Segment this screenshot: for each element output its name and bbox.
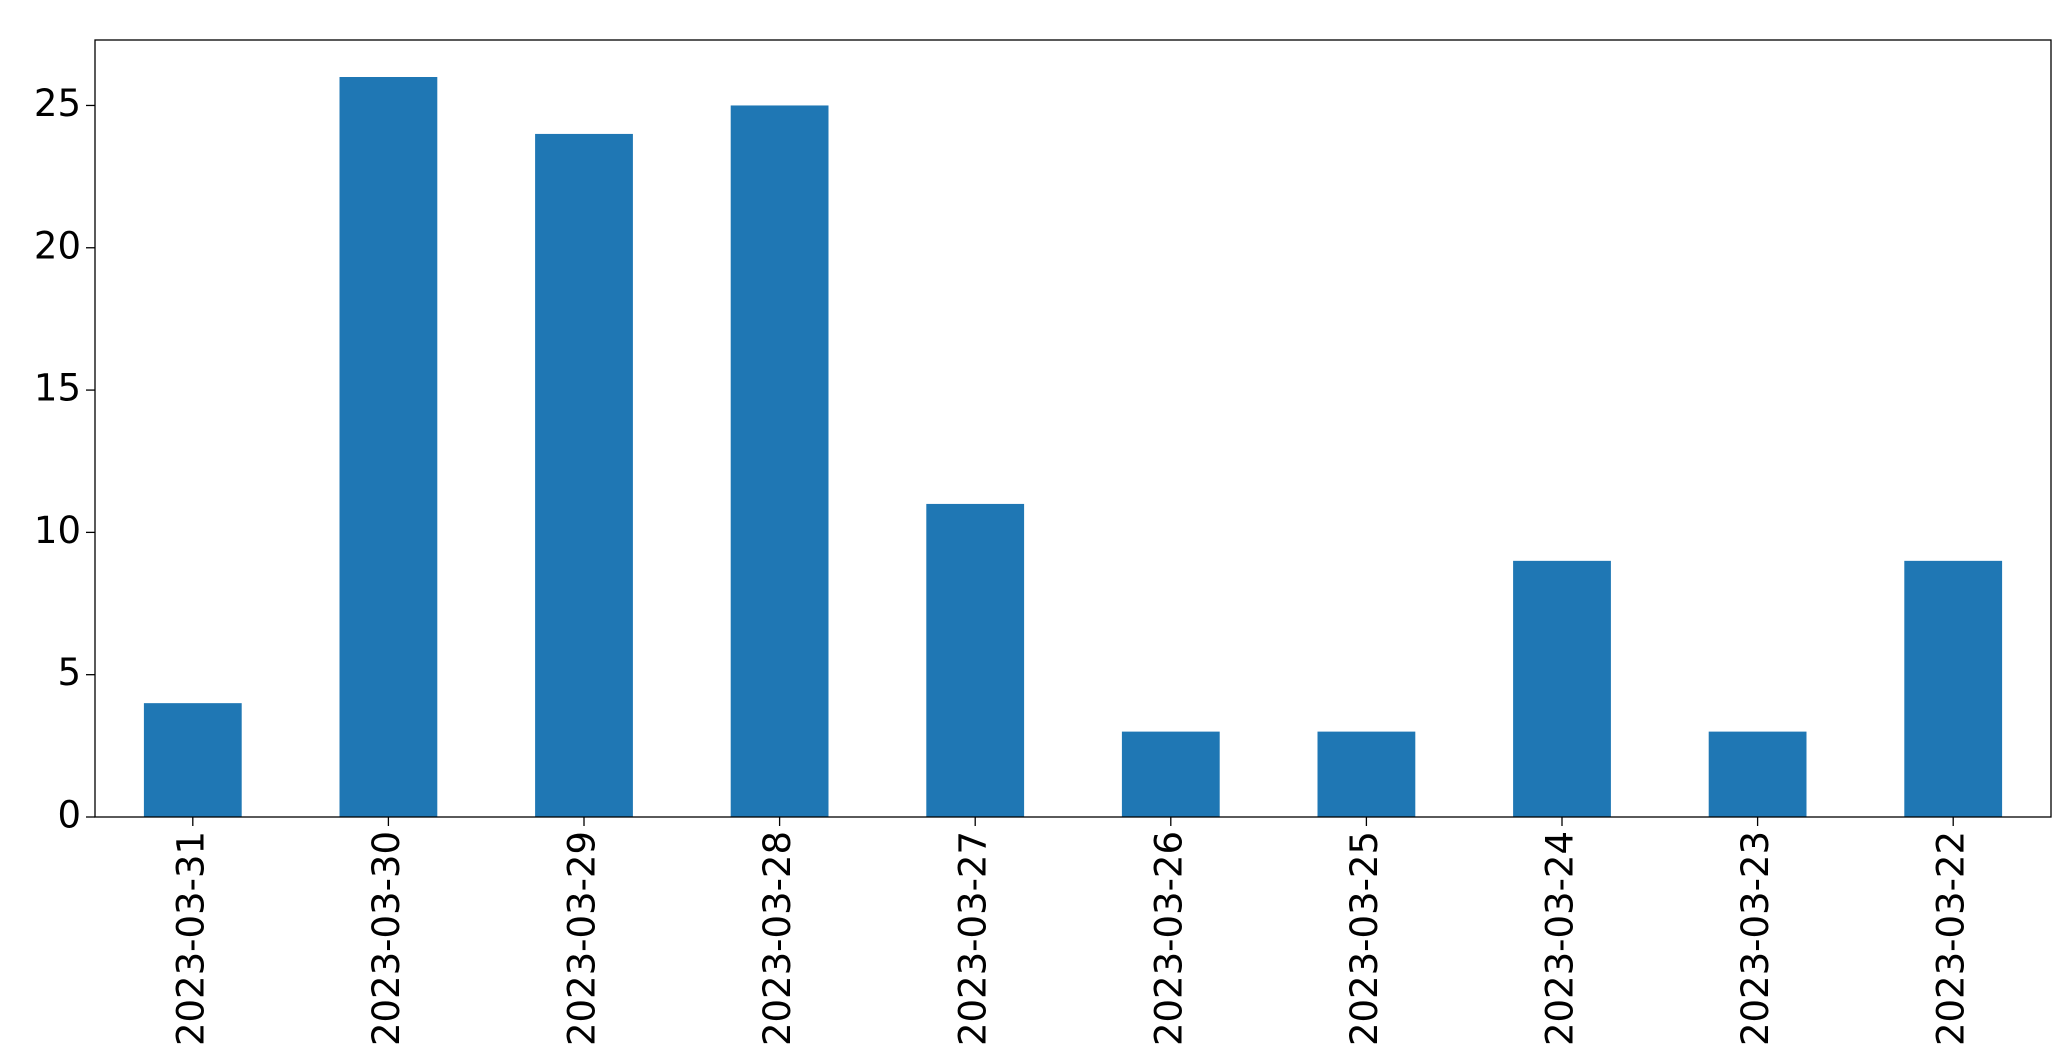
x-tick-label: 2023-03-31 <box>169 831 212 1046</box>
bar <box>339 77 438 817</box>
y-tick-label: 20 <box>34 224 81 267</box>
bar <box>1121 731 1220 817</box>
x-tick-label: 2023-03-30 <box>365 831 408 1046</box>
y-tick-label: 10 <box>34 509 81 552</box>
x-tick-label: 2023-03-22 <box>1930 831 1973 1046</box>
bar <box>1513 560 1611 817</box>
x-tick-label: 2023-03-26 <box>1147 831 1190 1046</box>
y-tick-label: 25 <box>34 82 81 125</box>
plot-frame <box>94 39 2052 818</box>
x-tick-label: 2023-03-23 <box>1734 831 1777 1046</box>
bar <box>1904 560 2003 817</box>
bar <box>730 105 829 817</box>
x-tick-label: 2023-03-24 <box>1539 831 1582 1046</box>
x-tick-label: 2023-03-29 <box>561 831 604 1046</box>
bar <box>535 133 633 817</box>
bar <box>1317 731 1416 817</box>
x-tick-label: 2023-03-25 <box>1343 831 1386 1046</box>
bar <box>926 503 1025 817</box>
bar <box>143 703 242 817</box>
x-tick-label: 2023-03-28 <box>756 831 799 1046</box>
y-tick-label: 15 <box>34 367 81 410</box>
y-tick-label: 5 <box>57 651 81 694</box>
x-tick-label: 2023-03-27 <box>952 831 995 1046</box>
bar <box>1708 731 1807 817</box>
y-tick-label: 0 <box>57 794 81 837</box>
